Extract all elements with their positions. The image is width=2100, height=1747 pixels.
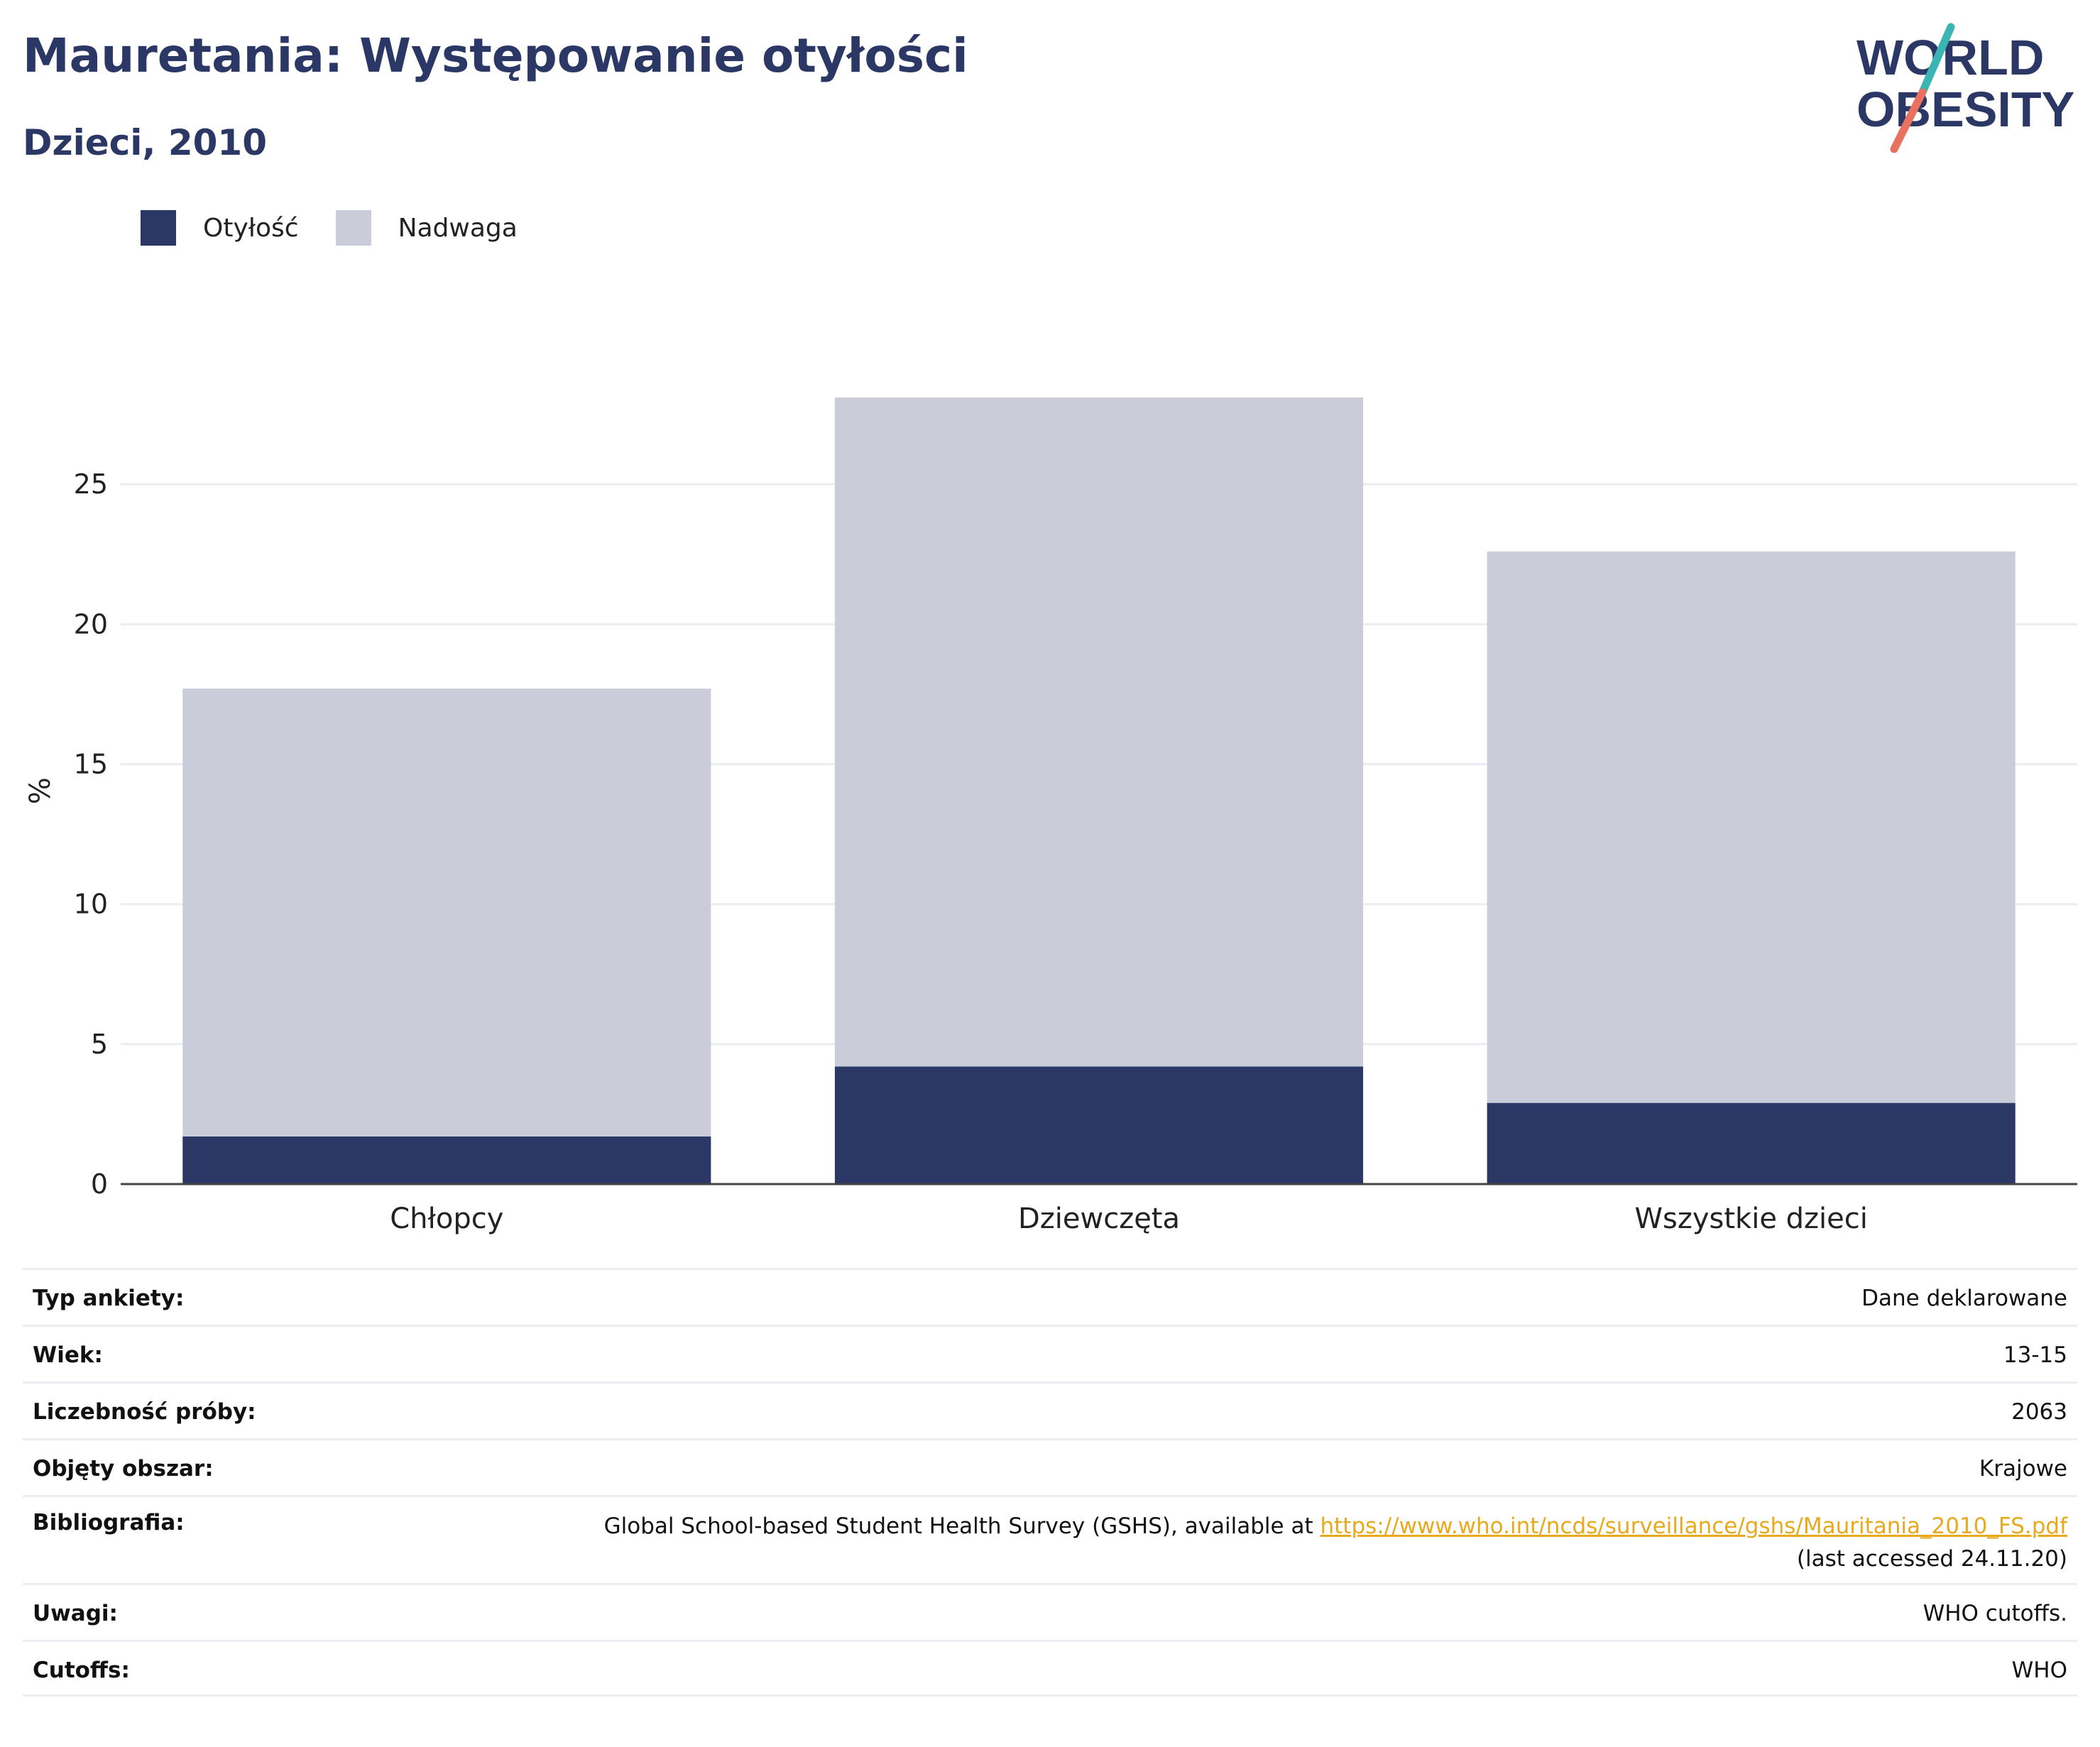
bar-overweight-1 <box>834 398 1364 1067</box>
details-key: Liczebność próby: <box>33 1399 256 1425</box>
details-key: Cutoffs: <box>33 1658 130 1683</box>
details-key: Bibliografia: <box>33 1510 185 1535</box>
legend-swatch-overweight <box>335 210 371 246</box>
stacked-bar-chart: 0 5 10 15 20 25% Chłopcy Dziewczęta Wszystkie dz… <box>24 398 2077 1235</box>
details-row: Typ ankiety: Dane deklarowane <box>23 1268 2077 1325</box>
details-key: Typ ankiety: <box>33 1286 185 1311</box>
details-value: 2063 <box>2011 1399 2067 1425</box>
legend-swatch-obesity <box>141 210 176 246</box>
page-subtitle: Dzieci, 2010 <box>23 122 267 163</box>
bibliography-text: Global School-based Student Health Surve… <box>603 1513 1320 1539</box>
details-value: Krajowe <box>1979 1456 2067 1482</box>
details-key: Wiek: <box>33 1342 103 1368</box>
legend-label-overweight: Nadwaga <box>398 213 518 243</box>
x-tick-label: Wszystkie dzieci <box>1634 1203 1867 1235</box>
bar-obesity-1 <box>834 1066 1364 1184</box>
legend-label-obesity: Otyłość <box>203 213 299 243</box>
bar-overweight-2 <box>1487 551 2016 1103</box>
last-accessed-text: (last accessed 24.11.20) <box>1796 1546 2067 1572</box>
details-row: Bibliografia: Global School-based Student… <box>23 1495 2077 1583</box>
details-value: 13-15 <box>2003 1342 2067 1368</box>
legend-item-overweight[interactable]: Nadwaga <box>335 210 518 246</box>
y-axis-label: % <box>24 777 57 804</box>
x-tick-label: Dziewczęta <box>1018 1203 1180 1235</box>
bar-obesity-2 <box>1487 1102 2016 1184</box>
details-row: Wiek: 13-15 <box>23 1325 2077 1381</box>
details-value: WHO <box>2011 1658 2067 1683</box>
survey-details-table: Typ ankiety: Dane deklarowane Wiek: 13-15 Li… <box>23 1268 2077 1697</box>
x-tick-label: Chłopcy <box>390 1203 503 1235</box>
details-row: Cutoffs: WHO <box>23 1640 2077 1697</box>
chart-legend: Otyłość Nadwaga <box>141 210 554 246</box>
logo-line1: WORLD <box>1856 30 2044 85</box>
y-tick-label: 15 <box>74 749 108 780</box>
bibliography-link[interactable]: https://www.who.int/ncds/surveillance/gs… <box>1320 1513 2067 1539</box>
details-key: Objęty obszar: <box>33 1456 214 1482</box>
world-obesity-logo: WORLD OBESITY <box>1856 23 2074 153</box>
details-row: Objęty obszar: Krajowe <box>23 1438 2077 1495</box>
bar-obesity-0 <box>182 1136 711 1184</box>
logo-slash-coral <box>1890 88 1927 153</box>
legend-item-obesity[interactable]: Otyłość <box>141 210 299 246</box>
details-value: Dane deklarowane <box>1861 1286 2067 1311</box>
details-key: Uwagi: <box>33 1601 118 1626</box>
bar-overweight-0 <box>182 689 711 1137</box>
y-tick-label: 0 <box>91 1168 108 1200</box>
logo-slash-teal <box>1918 23 1955 97</box>
logo-line2: OBESITY <box>1856 82 2074 137</box>
y-tick-label: 25 <box>74 469 108 500</box>
y-tick-label: 20 <box>74 608 108 640</box>
y-tick-label: 5 <box>91 1029 108 1060</box>
y-tick-label: 10 <box>74 889 108 920</box>
details-row: Uwagi: WHO cutoffs. <box>23 1583 2077 1640</box>
page-title: Mauretania: Występowanie otyłości <box>23 28 968 83</box>
details-value: Global School-based Student Health Surve… <box>604 1510 2067 1575</box>
details-value: WHO cutoffs. <box>1923 1601 2067 1626</box>
details-row: Liczebność próby: 2063 <box>23 1381 2077 1438</box>
